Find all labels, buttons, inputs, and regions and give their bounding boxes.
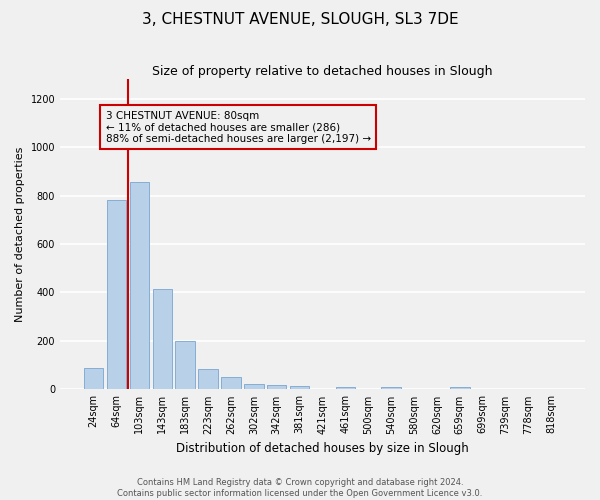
Bar <box>84 368 103 390</box>
Bar <box>152 289 172 390</box>
Bar <box>290 386 310 390</box>
Bar <box>130 182 149 390</box>
Bar <box>221 377 241 390</box>
Bar <box>199 369 218 390</box>
Bar <box>175 341 195 390</box>
Bar <box>244 384 263 390</box>
X-axis label: Distribution of detached houses by size in Slough: Distribution of detached houses by size … <box>176 442 469 455</box>
Bar <box>267 385 286 390</box>
Bar <box>107 200 126 390</box>
Bar <box>382 386 401 390</box>
Text: Contains HM Land Registry data © Crown copyright and database right 2024.
Contai: Contains HM Land Registry data © Crown c… <box>118 478 482 498</box>
Title: Size of property relative to detached houses in Slough: Size of property relative to detached ho… <box>152 65 493 78</box>
Text: 3, CHESTNUT AVENUE, SLOUGH, SL3 7DE: 3, CHESTNUT AVENUE, SLOUGH, SL3 7DE <box>142 12 458 28</box>
Bar <box>335 386 355 390</box>
Y-axis label: Number of detached properties: Number of detached properties <box>15 146 25 322</box>
Bar <box>450 386 470 390</box>
Text: 3 CHESTNUT AVENUE: 80sqm
← 11% of detached houses are smaller (286)
88% of semi-: 3 CHESTNUT AVENUE: 80sqm ← 11% of detach… <box>106 110 371 144</box>
